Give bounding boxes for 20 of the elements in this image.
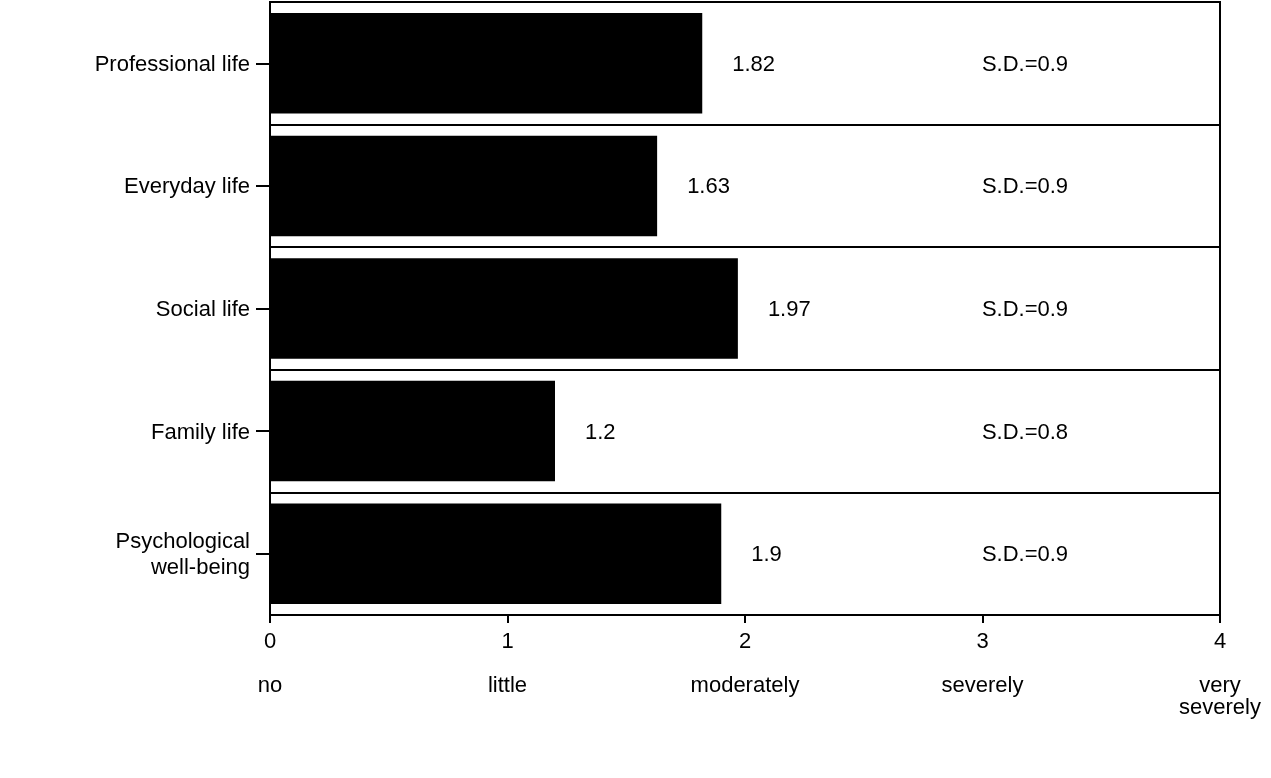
annotation: S.D.=0.9	[981, 173, 1069, 199]
data-label: 1.97	[767, 296, 811, 321]
data-label: 1.82	[732, 50, 776, 76]
y-tick-label: Social life	[155, 296, 250, 321]
annotation: S.D.=0.9	[981, 541, 1069, 567]
annotation: S.D.=0.9	[981, 296, 1069, 321]
annotation: S.D.=0.8	[981, 418, 1069, 444]
x-tick-label: 0 no	[257, 627, 283, 697]
x-tick-label: 4 very severely	[1179, 627, 1261, 719]
data-label: 1.2	[585, 418, 616, 444]
data-label: 1.63	[687, 173, 730, 199]
y-tick-label: Everyday life	[124, 173, 250, 199]
y-tick-label: Family life	[150, 418, 250, 444]
data-label: 1.9	[751, 541, 782, 567]
y-tick-label: Psychological well-being	[115, 528, 250, 580]
x-tick-label: 2 moderately	[690, 627, 800, 697]
annotation: S.D.=0.9	[981, 50, 1069, 76]
x-tick-label: 3 severely	[941, 627, 1024, 697]
x-tick-label: 1 little	[487, 627, 528, 697]
y-tick-label: Professional life	[94, 50, 250, 76]
